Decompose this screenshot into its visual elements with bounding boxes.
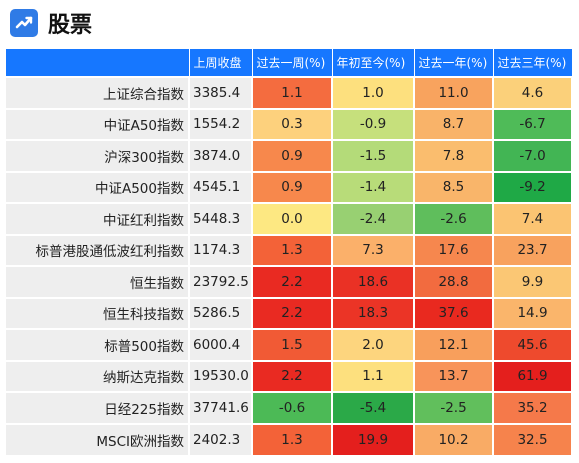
one-year-change-cell: 10.2 <box>414 422 494 455</box>
one-year-change-cell: 37.6 <box>414 296 494 329</box>
last-close-cell: 23792.5 <box>189 265 253 298</box>
table-row: 恒生科技指数 5286.5 2.2 18.3 37.6 14.9 <box>6 296 573 329</box>
week-change-cell: 1.3 <box>252 422 333 455</box>
index-name-cell: 沪深300指数 <box>6 139 190 172</box>
column-header-ytd: 年初至今(%) <box>332 49 415 77</box>
table-row: 恒生指数 23792.5 2.2 18.6 28.8 9.9 <box>6 265 573 298</box>
index-name-cell: 标普港股通低波红利指数 <box>6 233 190 266</box>
one-year-change-cell: 13.7 <box>414 359 494 392</box>
three-year-change-cell: -7.0 <box>493 139 573 172</box>
last-close-cell: 5286.5 <box>189 296 253 329</box>
ytd-change-cell: -1.4 <box>332 170 415 203</box>
one-year-change-cell: 8.5 <box>414 170 494 203</box>
trend-chart-icon <box>10 9 38 37</box>
table-row: 日经225指数 37741.6 -0.6 -5.4 -2.5 35.2 <box>6 391 573 424</box>
three-year-change-cell: 9.9 <box>493 265 573 298</box>
ytd-change-cell: 18.6 <box>332 265 415 298</box>
table-row: 中证红利指数 5448.3 0.0 -2.4 -2.6 7.4 <box>6 202 573 235</box>
one-year-change-cell: 11.0 <box>414 76 494 109</box>
table-row: 上证综合指数 3385.4 1.1 1.0 11.0 4.6 <box>6 76 573 109</box>
index-name-cell: 中证红利指数 <box>6 202 190 235</box>
index-name-cell: MSCI欧洲指数 <box>6 422 190 455</box>
one-year-change-cell: 12.1 <box>414 328 494 361</box>
week-change-cell: 0.3 <box>252 107 333 140</box>
ytd-change-cell: -0.9 <box>332 107 415 140</box>
week-change-cell: 2.2 <box>252 359 333 392</box>
ytd-change-cell: 1.1 <box>332 359 415 392</box>
page-title: 股票 <box>48 13 93 38</box>
index-name-cell: 上证综合指数 <box>6 76 190 109</box>
week-change-cell: 0.9 <box>252 170 333 203</box>
index-name-cell: 恒生科技指数 <box>6 296 190 329</box>
one-year-change-cell: 7.8 <box>414 139 494 172</box>
index-name-cell: 中证A50指数 <box>6 107 190 140</box>
last-close-cell: 6000.4 <box>189 328 253 361</box>
last-close-cell: 19530.0 <box>189 359 253 392</box>
table-row: 纳斯达克指数 19530.0 2.2 1.1 13.7 61.9 <box>6 359 573 392</box>
week-change-cell: 2.2 <box>252 265 333 298</box>
ytd-change-cell: 7.3 <box>332 233 415 266</box>
table-row: 中证A50指数 1554.2 0.3 -0.9 8.7 -6.7 <box>6 107 573 140</box>
index-name-cell: 纳斯达克指数 <box>6 359 190 392</box>
ytd-change-cell: 2.0 <box>332 328 415 361</box>
last-close-cell: 3385.4 <box>189 76 253 109</box>
week-change-cell: 2.2 <box>252 296 333 329</box>
index-name-cell: 标普500指数 <box>6 328 190 361</box>
table-row: MSCI欧洲指数 2402.3 1.3 19.9 10.2 32.5 <box>6 422 573 455</box>
table-body: 上证综合指数 3385.4 1.1 1.0 11.0 4.6 中证A50指数 1554.2 0.… <box>6 76 573 455</box>
column-header-week: 过去一周(%) <box>252 49 333 77</box>
week-change-cell: 0.0 <box>252 202 333 235</box>
one-year-change-cell: 17.6 <box>414 233 494 266</box>
three-year-change-cell: 61.9 <box>493 359 573 392</box>
table-header-row: 上周收盘 过去一周(%) 年初至今(%) 过去一年(%) 过去三年(%) <box>6 49 573 77</box>
index-name-cell: 日经225指数 <box>6 391 190 424</box>
last-close-cell: 4545.1 <box>189 170 253 203</box>
three-year-change-cell: 7.4 <box>493 202 573 235</box>
column-header-1y: 过去一年(%) <box>414 49 494 77</box>
week-change-cell: -0.6 <box>252 391 333 424</box>
three-year-change-cell: 32.5 <box>493 422 573 455</box>
table-row: 标普500指数 6000.4 1.5 2.0 12.1 45.6 <box>6 328 573 361</box>
ytd-change-cell: -2.4 <box>332 202 415 235</box>
week-change-cell: 1.5 <box>252 328 333 361</box>
last-close-cell: 1174.3 <box>189 233 253 266</box>
column-header-name <box>6 49 190 77</box>
week-change-cell: 0.9 <box>252 139 333 172</box>
three-year-change-cell: 23.7 <box>493 233 573 266</box>
table-row: 沪深300指数 3874.0 0.9 -1.5 7.8 -7.0 <box>6 139 573 172</box>
one-year-change-cell: 8.7 <box>414 107 494 140</box>
ytd-change-cell: 19.9 <box>332 422 415 455</box>
one-year-change-cell: 28.8 <box>414 265 494 298</box>
week-change-cell: 1.3 <box>252 233 333 266</box>
three-year-change-cell: -6.7 <box>493 107 573 140</box>
week-change-cell: 1.1 <box>252 76 333 109</box>
ytd-change-cell: -5.4 <box>332 391 415 424</box>
index-name-cell: 恒生指数 <box>6 265 190 298</box>
last-close-cell: 5448.3 <box>189 202 253 235</box>
three-year-change-cell: 35.2 <box>493 391 573 424</box>
three-year-change-cell: 14.9 <box>493 296 573 329</box>
last-close-cell: 2402.3 <box>189 422 253 455</box>
ytd-change-cell: 1.0 <box>332 76 415 109</box>
index-name-cell: 中证A500指数 <box>6 170 190 203</box>
ytd-change-cell: 18.3 <box>332 296 415 329</box>
column-header-3y: 过去三年(%) <box>493 49 573 77</box>
column-header-close: 上周收盘 <box>189 49 253 77</box>
last-close-cell: 1554.2 <box>189 107 253 140</box>
three-year-change-cell: 4.6 <box>493 76 573 109</box>
last-close-cell: 37741.6 <box>189 391 253 424</box>
three-year-change-cell: -9.2 <box>493 170 573 203</box>
page-header: 股票 <box>10 6 92 40</box>
table-row: 中证A500指数 4545.1 0.9 -1.4 8.5 -9.2 <box>6 170 573 203</box>
three-year-change-cell: 45.6 <box>493 328 573 361</box>
one-year-change-cell: -2.5 <box>414 391 494 424</box>
stock-index-table: 上周收盘 过去一周(%) 年初至今(%) 过去一年(%) 过去三年(%) 上证综… <box>6 49 573 455</box>
ytd-change-cell: -1.5 <box>332 139 415 172</box>
one-year-change-cell: -2.6 <box>414 202 494 235</box>
last-close-cell: 3874.0 <box>189 139 253 172</box>
table-row: 标普港股通低波红利指数 1174.3 1.3 7.3 17.6 23.7 <box>6 233 573 266</box>
